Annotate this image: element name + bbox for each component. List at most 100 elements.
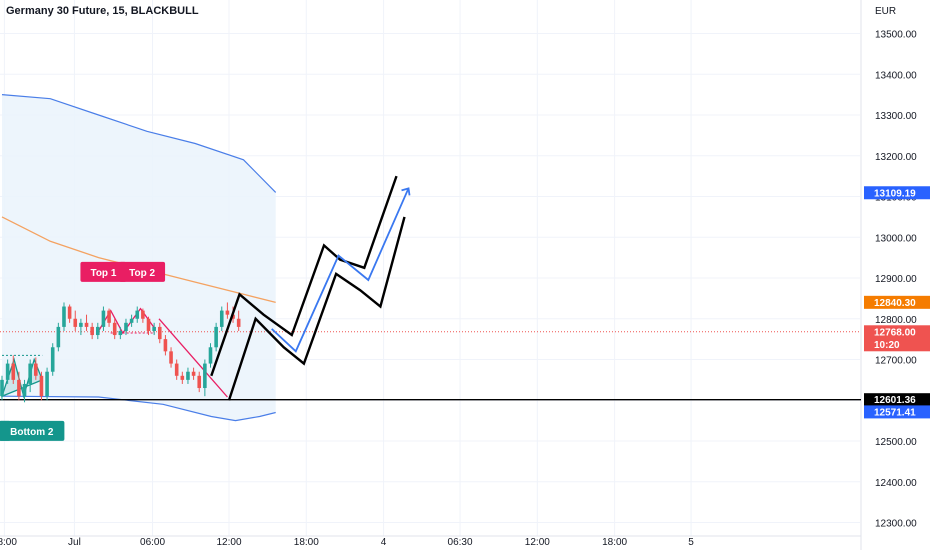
candle-body: [174, 363, 179, 376]
price-badge-text: 12840.30: [874, 298, 916, 309]
time-tick: 12:00: [525, 537, 550, 548]
projection-path: [271, 187, 410, 353]
chart-title: Germany 30 Future, 15, BLACKBULL: [6, 5, 199, 17]
price-tick: 13000.00: [875, 233, 917, 244]
candle-body: [146, 318, 151, 331]
down-trend-line: [158, 318, 228, 398]
time-tick: 06:30: [448, 537, 473, 548]
candle-body: [124, 322, 128, 331]
band-upper: [1, 94, 277, 193]
candle-body: [84, 322, 89, 327]
price-badge: [864, 186, 930, 200]
band-fill: [2, 94, 276, 421]
countdown-text: 10:20: [874, 340, 900, 351]
candle-body: [107, 310, 111, 323]
candle-body: [225, 310, 230, 315]
pattern-label-text: Bottom 2: [10, 427, 54, 438]
candle-body: [5, 363, 10, 380]
candle-body: [197, 375, 202, 389]
candle-body: [129, 318, 134, 323]
candle-body: [22, 383, 27, 397]
pattern-label-text: Top 2: [129, 268, 155, 279]
price-badge: [864, 393, 930, 407]
candle-body: [203, 363, 207, 389]
candle-body: [118, 330, 123, 336]
price-tick: 12700.00: [875, 356, 917, 367]
candle-body: [135, 310, 140, 319]
price-tick: 13300.00: [875, 111, 917, 122]
time-tick: 5: [688, 537, 694, 548]
candle-body: [39, 375, 44, 397]
candle-body: [73, 318, 78, 327]
candle-body: [90, 326, 94, 336]
pattern-label: [119, 261, 166, 282]
price-projections: [210, 175, 411, 401]
currency-label: EUR: [875, 6, 896, 17]
time-axis[interactable]: 18:00 Jul 06:00 12:00 18:00 4 06:30 12:00 18:00 5: [0, 537, 694, 548]
time-tick: 18:00: [602, 537, 627, 548]
price-levels: [0, 331, 861, 401]
candle-body: [141, 310, 145, 319]
candle-body: [163, 339, 168, 352]
candle-body: [34, 363, 38, 376]
top-pattern: [98, 307, 156, 335]
price-badge-text: 12768.00: [874, 327, 916, 338]
candle-body: [11, 363, 16, 380]
candle-body: [17, 379, 21, 397]
time-tick: 18:00: [0, 537, 17, 548]
candle-body: [50, 347, 55, 372]
price-tick: 12900.00: [875, 274, 917, 285]
price-badge: [864, 295, 930, 309]
pattern-label: [80, 261, 127, 282]
candle-body: [62, 306, 66, 327]
price-tick: 13500.00: [875, 30, 917, 41]
candle-body: [101, 310, 106, 327]
price-tick: 12400.00: [875, 478, 917, 489]
candle-body: [28, 363, 32, 384]
candle-body: [236, 318, 241, 327]
projection-arrow-head: [401, 187, 411, 196]
time-tick: 18:00: [294, 537, 319, 548]
pattern-label-text: Top 1: [90, 268, 116, 279]
price-axis[interactable]: 13500.0013400.0013300.0013200.0013100.00…: [864, 30, 930, 530]
price-badge: [864, 325, 930, 352]
candle-body: [191, 371, 196, 376]
price-tick: 12300.00: [875, 519, 917, 530]
price-tick: 12800.00: [875, 315, 917, 326]
time-tick: Jul: [68, 537, 81, 548]
candle-body: [67, 306, 72, 319]
price-badge-text: 12571.41: [874, 407, 916, 418]
pattern-label: [0, 420, 65, 441]
candle-body: [95, 326, 100, 336]
candle-body: [180, 375, 185, 380]
candle-body: [208, 347, 213, 364]
price-badge-text: 12601.36: [874, 395, 916, 406]
price-badge: [864, 405, 930, 419]
candle-body: [79, 322, 83, 327]
candle-body: [169, 351, 173, 364]
time-tick: 06:00: [140, 537, 165, 548]
candle-body: [157, 326, 162, 340]
price-tick: 13200.00: [875, 152, 917, 163]
candle-body: [45, 371, 49, 397]
projection-lower: [227, 216, 406, 401]
candle-body: [152, 326, 156, 331]
candle-body: [219, 310, 224, 327]
price-tick: 12500.00: [875, 437, 917, 448]
candle-body: [231, 314, 235, 319]
candle-body: [214, 326, 218, 348]
candle-body: [0, 379, 4, 397]
bollinger-bands: [1, 94, 277, 422]
price-tick: 13400.00: [875, 70, 917, 81]
candle-body: [112, 322, 117, 336]
projection-upper: [210, 175, 398, 377]
price-badge-text: 13109.19: [874, 188, 916, 199]
candles: [0, 302, 241, 403]
time-tick: 12:00: [216, 537, 241, 548]
candle-body: [56, 326, 61, 348]
time-tick: 4: [381, 537, 387, 548]
band-lower: [1, 395, 276, 422]
candle-body: [186, 371, 190, 380]
